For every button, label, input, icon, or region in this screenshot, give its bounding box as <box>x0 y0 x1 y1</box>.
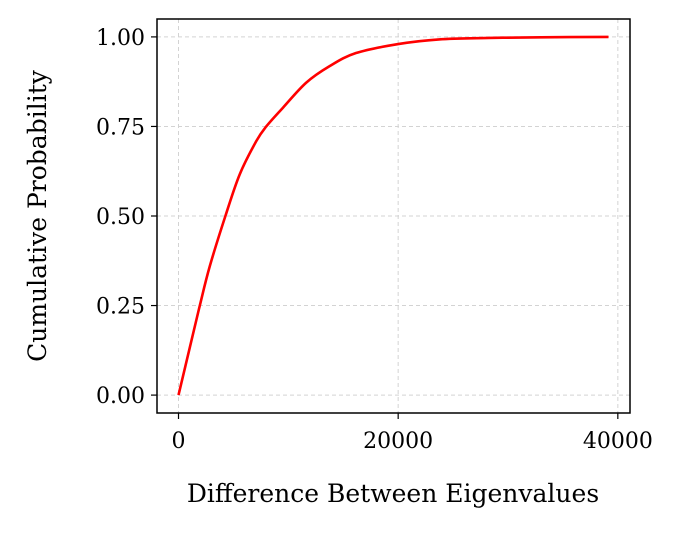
x-tick-label: 20000 <box>363 429 433 454</box>
y-tick-label: 0.25 <box>96 295 145 320</box>
ticks: 0 20000 40000 0.00 0.25 0.50 0.75 1.00 <box>96 26 653 454</box>
y-tick-label: 0.50 <box>96 205 145 230</box>
y-axis-label: Cumulative Probability <box>23 69 52 362</box>
x-tick-label: 40000 <box>583 429 653 454</box>
y-tick-label: 0.75 <box>96 115 145 140</box>
cdf-line <box>177 35 609 396</box>
y-tick-label: 1.00 <box>96 26 145 51</box>
series-layer <box>177 35 609 396</box>
grid <box>157 19 630 413</box>
x-axis-label: Difference Between Eigenvalues <box>187 479 599 508</box>
x-tick-label: 0 <box>172 429 186 454</box>
y-tick-label: 0.00 <box>96 384 145 409</box>
